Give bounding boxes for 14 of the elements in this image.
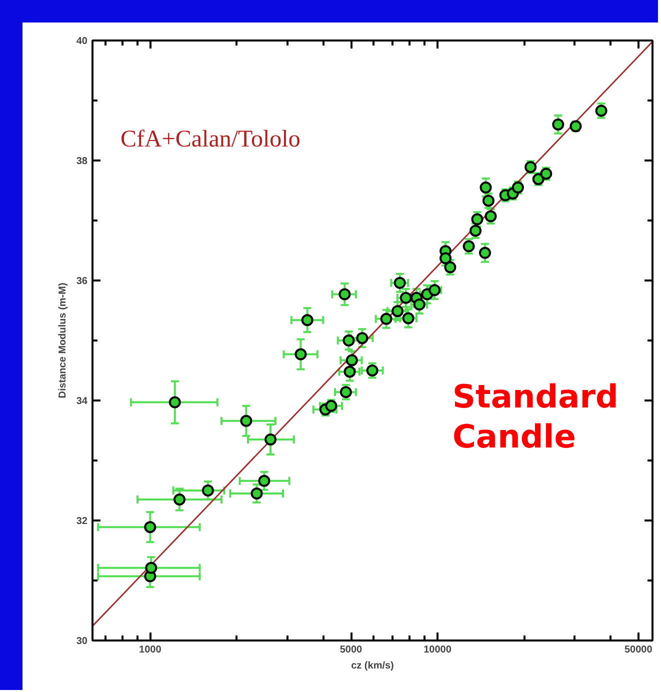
x-axis-title: cz (km/s) [351,660,394,672]
y-tick-label: 36 [76,276,88,287]
x-tick-label: 5000 [340,644,363,656]
y-tick-label: 30 [76,636,88,647]
annotation: CfA+Calan/Tololo [120,126,300,152]
x-tick-label: 1000 [139,644,162,656]
y-tick-label: 38 [76,156,88,167]
y-tick-label: 34 [76,396,88,407]
x-tick-label: 50000 [624,644,653,656]
y-tick-label: 40 [76,36,88,47]
annotation: Standard Candle [452,378,618,456]
x-tick-label: 10000 [424,644,452,656]
y-axis-title: Distance Modulus (m-M) [57,282,68,398]
y-tick-label: 32 [76,516,88,527]
